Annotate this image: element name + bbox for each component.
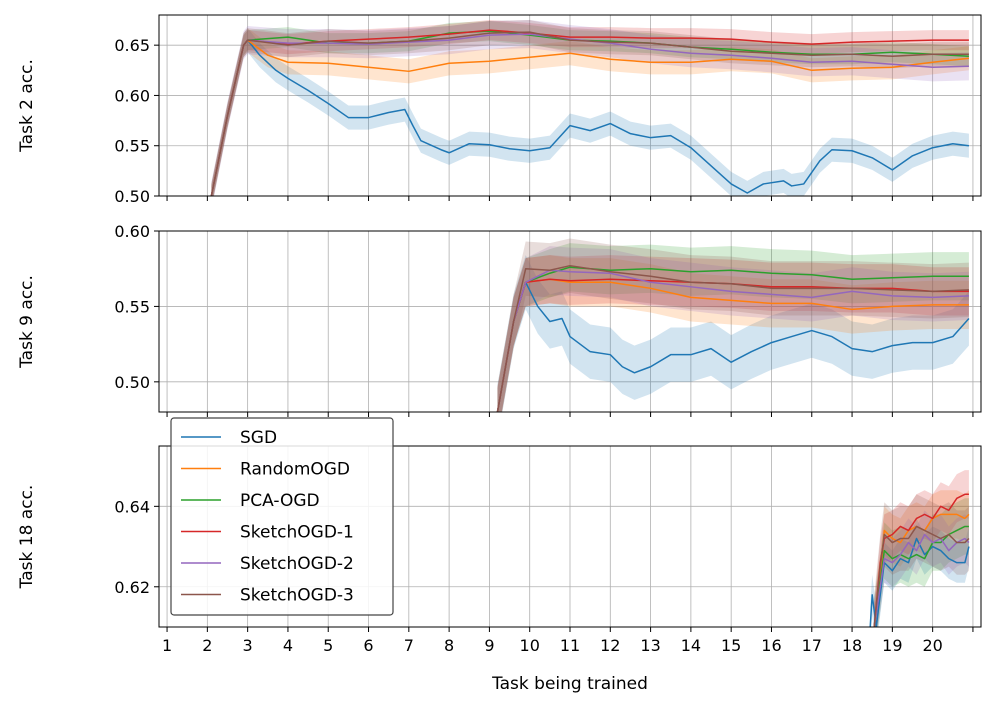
x-tick-label: 6 — [363, 636, 373, 655]
y-axis-label: Task 18 acc. — [17, 485, 37, 590]
y-axis-label: Task 2 acc. — [17, 59, 37, 153]
y-tick-label: 0.55 — [114, 137, 150, 156]
y-tick-label: 0.50 — [114, 373, 150, 392]
band-sketchogd-3 — [497, 238, 969, 412]
y-axis-label: Task 9 acc. — [17, 275, 37, 369]
x-tick-label: 13 — [640, 636, 660, 655]
series-line-sgd — [210, 39, 970, 196]
series-line-sketchogd-3 — [210, 31, 969, 196]
series-line-sgd — [496, 281, 970, 412]
legend-label: SketchOGD-2 — [240, 554, 354, 574]
band-sketchogd-2 — [211, 20, 969, 196]
x-tick-label: 19 — [882, 636, 902, 655]
y-tick-label: 0.50 — [114, 187, 150, 206]
x-tick-label: 20 — [922, 636, 942, 655]
series-line-pca-ogd — [873, 525, 969, 627]
series-group — [869, 470, 970, 627]
axes-frame — [158, 14, 982, 197]
band-pca-ogd — [874, 498, 969, 627]
y-tick-label: 0.64 — [114, 497, 150, 516]
band-pca-ogd — [497, 243, 969, 412]
y-tick-label: 0.55 — [114, 297, 150, 316]
band-sgd — [211, 28, 969, 196]
series-line-sgd — [869, 537, 970, 627]
x-tick-label: 12 — [600, 636, 620, 655]
x-tick-label: 3 — [243, 636, 253, 655]
y-tick-label: 0.60 — [114, 86, 150, 105]
x-tick-label: 8 — [444, 636, 454, 655]
panel-1: 0.50 0.55 0.60 0.65 Task 2 acc. — [17, 14, 982, 206]
series-line-sketchogd-3 — [496, 264, 969, 412]
band-sgd — [497, 255, 969, 412]
y-tick-label: 0.60 — [114, 222, 150, 241]
x-tick-label: 14 — [681, 636, 701, 655]
band-sketchogd-3 — [211, 20, 969, 196]
band-randomogd — [874, 490, 969, 627]
x-tick-label: 15 — [721, 636, 741, 655]
legend-label: PCA-OGD — [240, 491, 320, 511]
series-line-sketchogd-3 — [873, 525, 970, 627]
legend-label: SGD — [240, 428, 277, 448]
x-tick-label: 10 — [520, 636, 540, 655]
x-tick-label: 9 — [484, 636, 494, 655]
legend-label: SketchOGD-3 — [240, 586, 354, 606]
x-tick-label: 11 — [560, 636, 580, 655]
x-tick-label: 17 — [802, 636, 822, 655]
x-tick-label: 4 — [283, 636, 293, 655]
x-tick-label: 16 — [761, 636, 781, 655]
series-line-sketchogd-1 — [873, 493, 969, 627]
band-pca-ogd — [211, 21, 969, 196]
x-tick-label: 2 — [202, 636, 212, 655]
x-tick-label: 18 — [842, 636, 862, 655]
legend: SGD RandomOGD PCA-OGD SketchOGD-1 SketchOGD-… — [170, 417, 394, 616]
legend-box — [170, 417, 394, 616]
series-line-sketchogd-2 — [496, 269, 969, 412]
y-tick-label: 0.65 — [114, 36, 150, 55]
band-randomogd — [497, 255, 969, 412]
series-line-sketchogd-2 — [873, 533, 970, 627]
series-line-randomogd — [210, 39, 969, 196]
axes-frame — [158, 230, 982, 413]
y-tick-label: 0.62 — [114, 578, 150, 597]
axes-frame — [158, 445, 982, 628]
series-line-pca-ogd — [496, 266, 969, 412]
series-group — [210, 20, 970, 196]
band-sketchogd-1 — [497, 255, 969, 412]
x-axis-label: Task being trained — [491, 674, 648, 694]
x-tick-label: 7 — [404, 636, 414, 655]
band-sgd — [870, 518, 969, 627]
series-group — [496, 238, 970, 412]
legend-label: RandomOGD — [240, 460, 350, 480]
panel-2: 0.50 0.55 0.60 Task 9 acc. — [17, 222, 982, 417]
x-tick-label: 1 — [162, 636, 172, 655]
band-sketchogd-3 — [874, 494, 969, 627]
x-tick-label: 5 — [323, 636, 333, 655]
legend-label: SketchOGD-1 — [240, 523, 354, 543]
